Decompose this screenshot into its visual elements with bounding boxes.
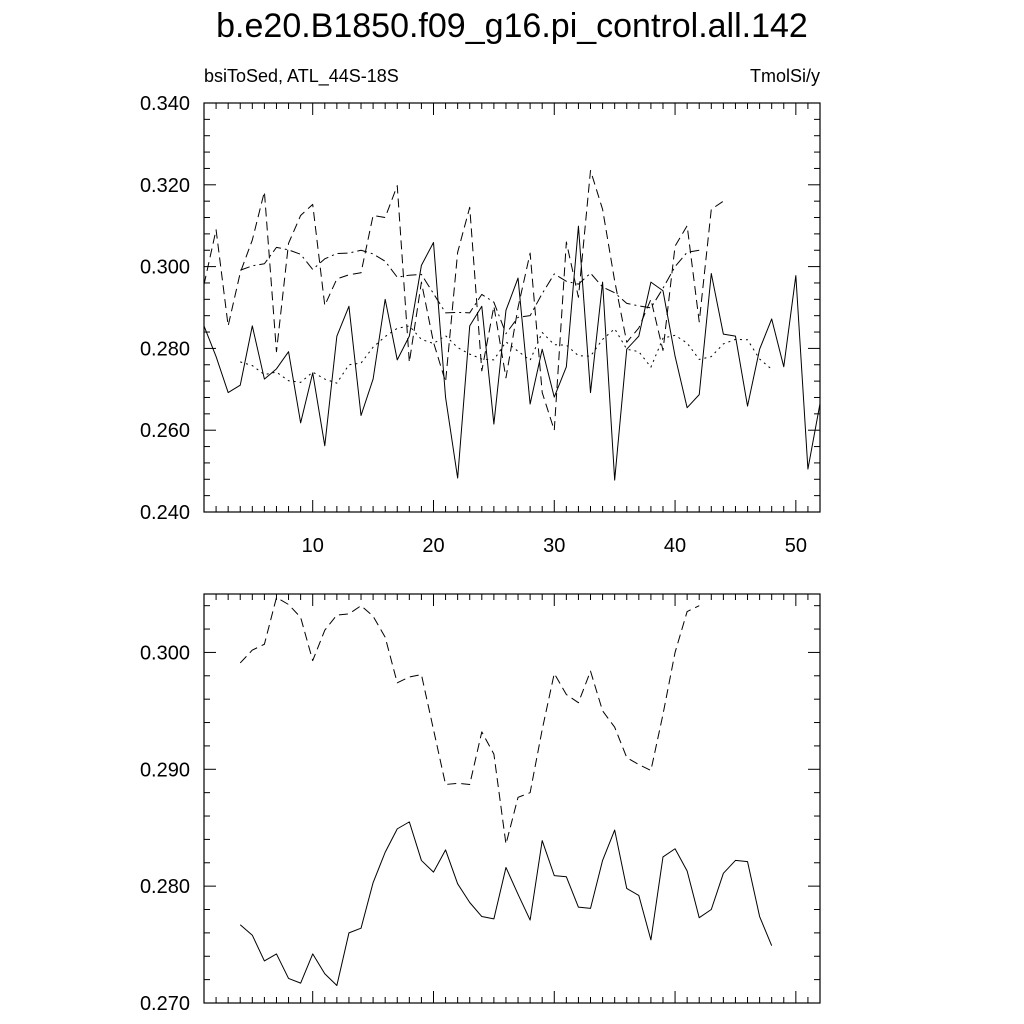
x-tick-label: 40 [664, 535, 686, 557]
y-tick-label: 0.340 [140, 93, 190, 115]
series-dashdot-line [240, 246, 700, 335]
x-tick-label: 30 [543, 535, 565, 557]
panel-top: 0.240 0.260 0.280 0.300 0.320 0.340 10 20 30 40 50 [140, 93, 821, 557]
y-tick-label: 0.300 [140, 257, 190, 279]
y-tick-label: 0.260 [140, 420, 190, 442]
plot-frame [203, 593, 821, 1004]
x-tick-label: 50 [785, 535, 807, 557]
series-dashed-line [239, 597, 700, 845]
y-tick-label: 0.280 [140, 338, 190, 360]
plot-frame [203, 102, 821, 513]
y-tick-label: 0.290 [140, 759, 190, 781]
panel-bottom: 0.270 0.280 0.290 0.300 [140, 593, 821, 1015]
y-tick-label: 0.240 [140, 502, 190, 524]
x-tick-label: 10 [302, 535, 324, 557]
chart-title: b.e20.B1850.f09_g16.pi_control.all.142 [216, 7, 808, 45]
series-solid-line [203, 225, 821, 481]
x-tick-label: 20 [422, 535, 444, 557]
y-tick-label: 0.300 [140, 642, 190, 664]
y-tick-label: 0.280 [140, 876, 190, 898]
y-tick-label: 0.320 [140, 175, 190, 197]
panel1-left-label: bsiToSed, ATL_44S-18S [204, 66, 399, 87]
panel1-units-label: TmolSi/y [750, 66, 820, 86]
series-dashed-line [203, 169, 724, 431]
y-tick-label: 0.270 [140, 993, 190, 1015]
series-dotted-line [240, 325, 773, 384]
series-solid-line [239, 821, 773, 986]
